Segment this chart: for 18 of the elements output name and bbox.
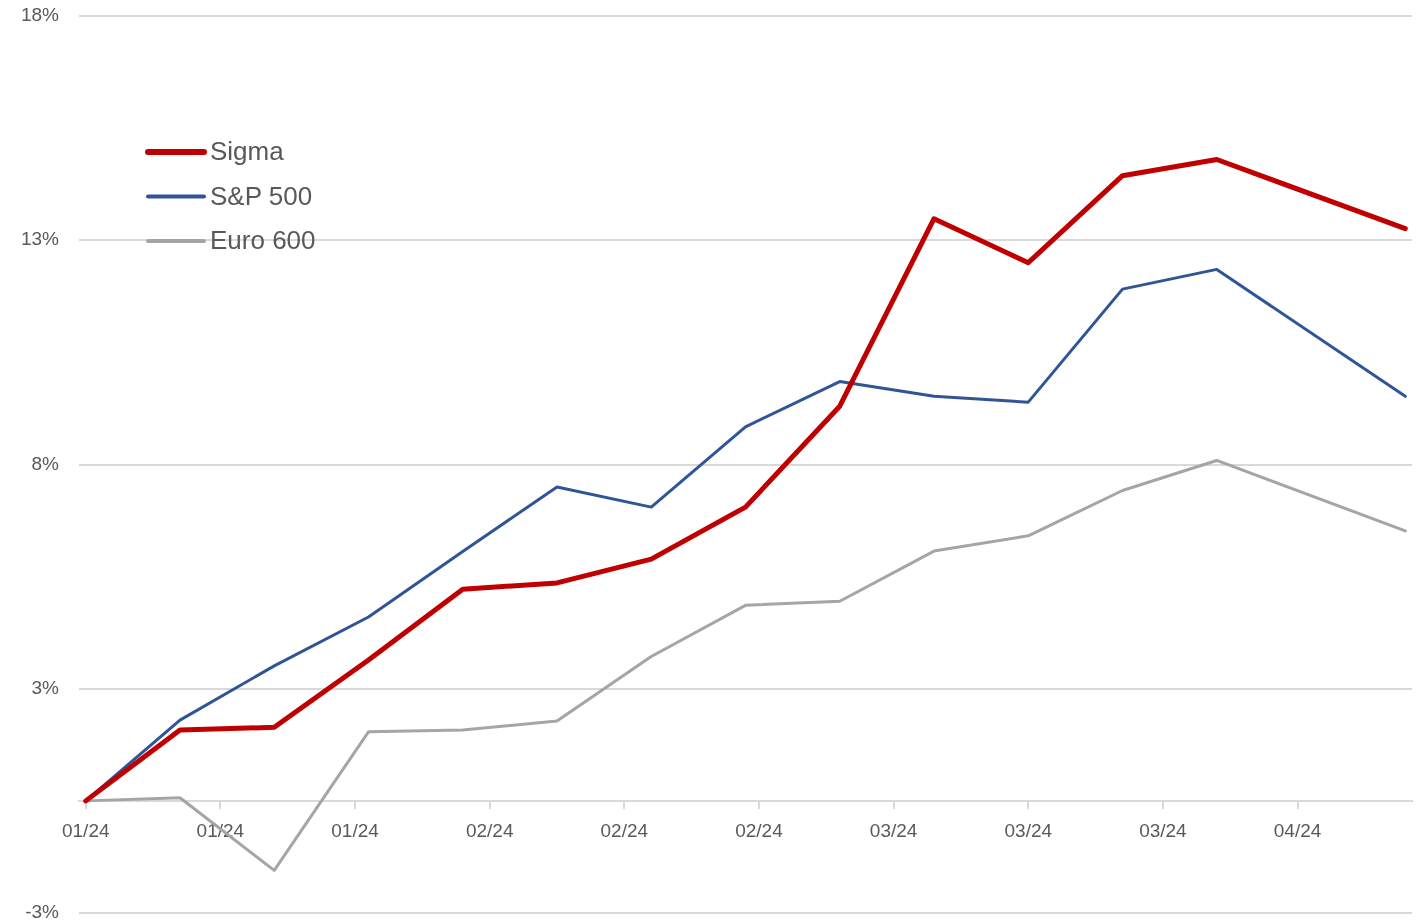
legend-label: S&P 500 — [210, 180, 313, 211]
x-tick-label: 03/24 — [1139, 819, 1188, 841]
y-tick-label: -3% — [25, 901, 60, 923]
y-tick-label: 8% — [31, 452, 60, 474]
x-tick-label: 01/24 — [61, 819, 110, 841]
x-tick-label: 02/24 — [600, 819, 649, 841]
legend-label: Euro 600 — [210, 225, 316, 256]
x-tick-label: 01/24 — [196, 819, 245, 841]
x-tick-label: 03/24 — [1004, 819, 1053, 841]
x-tick-label: 03/24 — [869, 819, 918, 841]
x-tick-label: 02/24 — [465, 819, 514, 841]
x-tick-label: 04/24 — [1273, 819, 1322, 841]
legend-label: Sigma — [210, 136, 285, 167]
x-tick-label: 02/24 — [735, 819, 784, 841]
y-tick-label: 3% — [31, 676, 60, 698]
x-tick-label: 01/24 — [331, 819, 380, 841]
y-tick-label: 18% — [20, 4, 60, 26]
y-tick-label: 13% — [20, 228, 60, 250]
